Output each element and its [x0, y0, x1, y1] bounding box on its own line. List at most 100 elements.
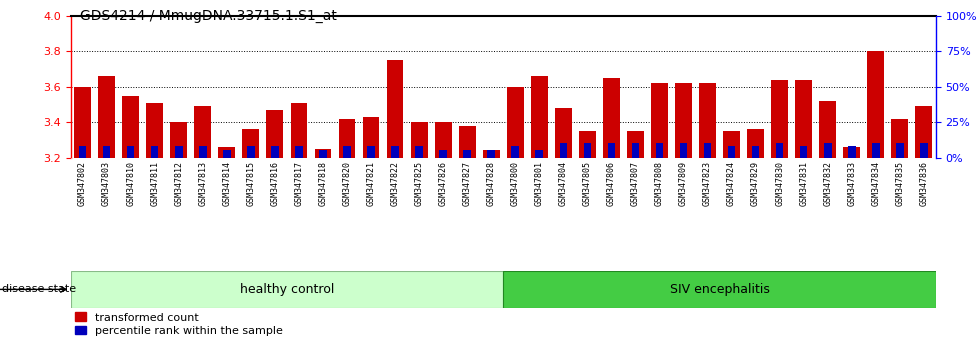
Text: GSM347828: GSM347828 [487, 161, 496, 206]
Bar [126, 146, 134, 158]
Bar [723, 131, 740, 158]
Bar [290, 103, 308, 158]
Bar [416, 146, 423, 158]
Bar [867, 51, 884, 158]
Text: GSM347804: GSM347804 [559, 161, 567, 206]
Bar [728, 146, 735, 158]
Bar [267, 110, 283, 158]
Text: GSM347818: GSM347818 [318, 161, 327, 206]
Text: disease state: disease state [2, 284, 76, 295]
Text: GSM347829: GSM347829 [751, 161, 760, 206]
Text: GSM347802: GSM347802 [78, 161, 87, 206]
Bar [651, 83, 668, 158]
Bar [771, 80, 788, 158]
Bar [391, 146, 399, 158]
Text: SIV encephalitis: SIV encephalitis [669, 283, 769, 296]
Bar [464, 150, 471, 158]
Bar [319, 150, 326, 158]
Text: GSM347814: GSM347814 [222, 161, 231, 206]
Text: GSM347809: GSM347809 [679, 161, 688, 206]
Text: GSM347832: GSM347832 [823, 161, 832, 206]
Text: GSM347836: GSM347836 [919, 161, 928, 206]
Text: GSM347821: GSM347821 [367, 161, 375, 206]
Bar [151, 146, 159, 158]
Bar [435, 122, 452, 158]
Text: GSM347831: GSM347831 [800, 161, 808, 206]
Bar [295, 146, 303, 158]
Text: GSM347826: GSM347826 [439, 161, 448, 206]
Text: GSM347806: GSM347806 [607, 161, 615, 206]
Bar [915, 106, 932, 158]
Bar [175, 146, 182, 158]
Text: GSM347800: GSM347800 [511, 161, 519, 206]
Bar [74, 87, 91, 158]
Text: GSM347813: GSM347813 [198, 161, 207, 206]
Bar [675, 83, 692, 158]
Bar [507, 87, 523, 158]
Text: GSM347823: GSM347823 [703, 161, 712, 206]
Text: GSM347807: GSM347807 [631, 161, 640, 206]
Text: GSM347833: GSM347833 [848, 161, 857, 206]
Bar [920, 143, 928, 158]
Text: GDS4214 / MmugDNA.33715.1.S1_at: GDS4214 / MmugDNA.33715.1.S1_at [80, 9, 337, 23]
Bar [656, 143, 663, 158]
Text: GSM347834: GSM347834 [871, 161, 880, 206]
Bar [892, 119, 908, 158]
Bar [704, 143, 711, 158]
Text: GSM347824: GSM347824 [727, 161, 736, 206]
Bar [555, 108, 571, 158]
Bar [439, 150, 447, 158]
Bar [872, 143, 880, 158]
Bar [848, 146, 856, 158]
Bar [504, 271, 936, 308]
Bar [535, 150, 543, 158]
Text: GSM347825: GSM347825 [415, 161, 423, 206]
Bar [315, 149, 331, 158]
Bar [411, 122, 427, 158]
Bar [483, 150, 500, 158]
Bar [824, 143, 831, 158]
Text: GSM347808: GSM347808 [655, 161, 664, 206]
Text: GSM347827: GSM347827 [463, 161, 471, 206]
Bar [98, 76, 115, 158]
Text: GSM347830: GSM347830 [775, 161, 784, 206]
Bar [603, 78, 619, 158]
Bar [271, 146, 278, 158]
Bar [219, 147, 235, 158]
Bar [819, 101, 836, 158]
Bar [122, 96, 139, 158]
Bar [103, 146, 111, 158]
Bar [531, 76, 548, 158]
Bar [627, 131, 644, 158]
Bar [459, 126, 475, 158]
Text: GSM347820: GSM347820 [342, 161, 352, 206]
Bar [583, 143, 591, 158]
Bar [146, 103, 163, 158]
Legend: transformed count, percentile rank within the sample: transformed count, percentile rank withi… [71, 308, 287, 341]
Bar [363, 117, 379, 158]
Bar [199, 146, 207, 158]
Text: GSM347810: GSM347810 [126, 161, 135, 206]
Text: GSM347811: GSM347811 [150, 161, 159, 206]
Bar [171, 122, 187, 158]
Text: healthy control: healthy control [240, 283, 334, 296]
Bar [387, 60, 404, 158]
Bar [608, 143, 615, 158]
Text: GSM347835: GSM347835 [896, 161, 905, 206]
Bar [487, 150, 495, 158]
Bar [752, 146, 760, 158]
Bar [747, 129, 764, 158]
Bar [680, 143, 687, 158]
Text: GSM347816: GSM347816 [270, 161, 279, 206]
Text: GSM347801: GSM347801 [535, 161, 544, 206]
Text: GSM347815: GSM347815 [246, 161, 256, 206]
Bar [71, 271, 504, 308]
Text: GSM347805: GSM347805 [583, 161, 592, 206]
Bar [242, 129, 260, 158]
Bar [776, 143, 783, 158]
Bar [800, 146, 808, 158]
Text: GSM347817: GSM347817 [294, 161, 304, 206]
Bar [896, 143, 904, 158]
Bar [512, 146, 519, 158]
Bar [560, 143, 567, 158]
